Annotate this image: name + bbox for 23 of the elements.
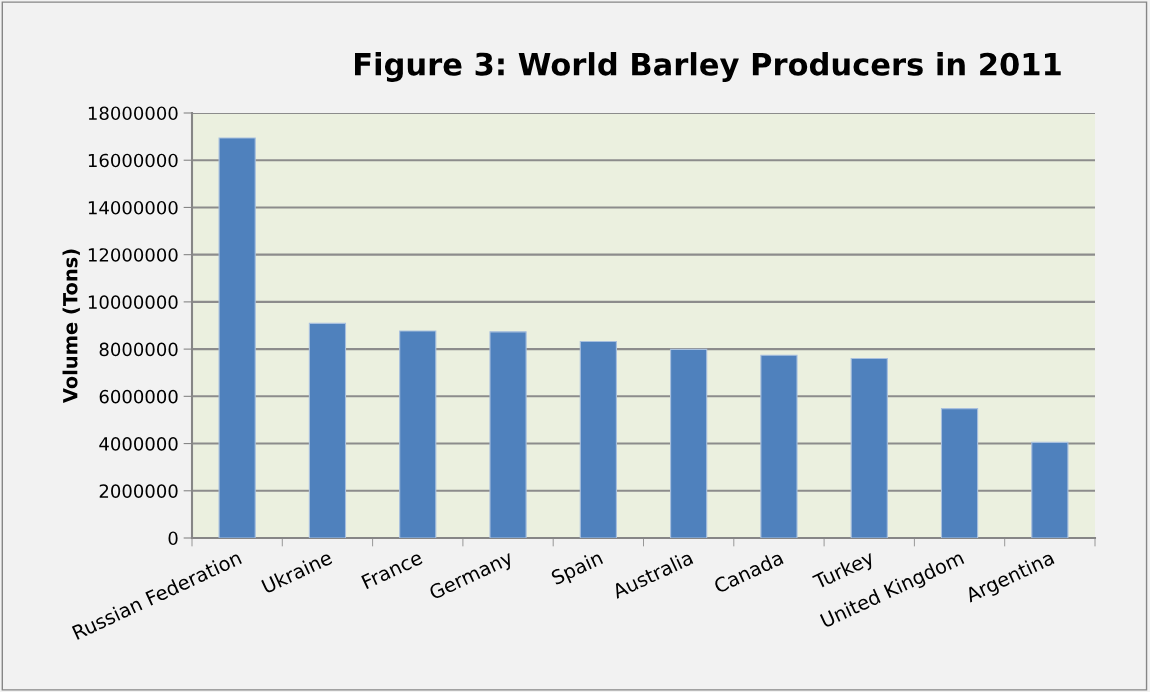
y-axis-title: Volume (Tons) (62, 249, 80, 404)
y-tick-label: 8000000 (99, 342, 178, 357)
y-tick-label: 6000000 (99, 389, 178, 404)
y-tick-label: 2000000 (99, 484, 178, 498)
bar (940, 408, 979, 538)
bar (308, 322, 347, 538)
x-tick-label: Spain (550, 549, 605, 589)
bar (850, 358, 888, 538)
y-tick-label: 0 (168, 531, 178, 546)
bar (489, 331, 527, 538)
y-tick-label: 14000000 (88, 200, 178, 215)
bar (1031, 441, 1069, 538)
y-tick-label: 4000000 (99, 437, 178, 451)
bar (218, 137, 256, 538)
y-tick-label: 10000000 (88, 295, 178, 310)
chart-title: Figure 3: World Barley Producers in 2011 (355, 52, 1061, 82)
bar (760, 354, 798, 538)
y-tick-label: 12000000 (88, 248, 178, 262)
bar (670, 348, 708, 538)
y-tick-label: 18000000 (88, 106, 178, 121)
y-tick-label: 16000000 (88, 153, 178, 168)
bar (399, 330, 437, 538)
bar (579, 341, 617, 538)
